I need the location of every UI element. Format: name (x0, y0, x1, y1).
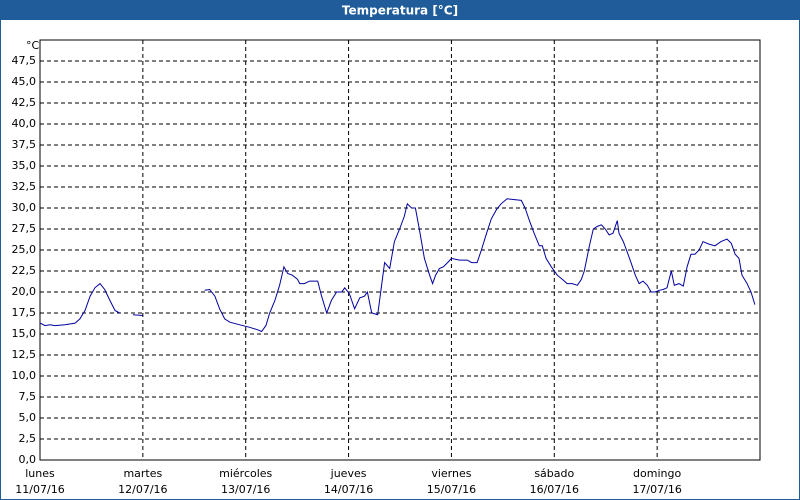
x-tick-label: domingo (633, 467, 681, 480)
x-tick-date: 14/07/16 (324, 483, 373, 496)
y-unit: °C (26, 39, 40, 52)
x-tick-label: miércoles (219, 467, 272, 480)
y-tick-label: 37,5 (12, 138, 37, 151)
chart-title: Temperatura [°C] (342, 4, 458, 18)
y-tick-label: 27,5 (12, 222, 37, 235)
y-tick-label: 22,5 (12, 264, 37, 277)
y-tick-label: 40,0 (12, 117, 37, 130)
y-tick-label: 30,0 (12, 201, 37, 214)
temperature-line (39, 198, 756, 333)
y-tick-label: 17,5 (12, 306, 37, 319)
title-bar (0, 0, 800, 20)
x-tick-label: lunes (25, 467, 55, 480)
x-tick-label: jueves (330, 467, 367, 480)
x-tick-label: sábado (534, 467, 574, 480)
y-tick-label: 20,0 (12, 285, 37, 298)
x-tick-date: 17/07/16 (632, 483, 681, 496)
y-tick-label: 15,0 (12, 327, 37, 340)
y-tick-label: 2,5 (19, 432, 37, 445)
x-tick-date: 15/07/16 (427, 483, 476, 496)
y-tick-label: 7,5 (19, 390, 37, 403)
x-tick-date: 16/07/16 (530, 483, 579, 496)
y-tick-label: 0,0 (19, 453, 37, 466)
y-tick-label: 45,0 (12, 75, 37, 88)
y-tick-label: 42,5 (12, 96, 37, 109)
x-tick-date: 11/07/16 (15, 483, 64, 496)
y-tick-label: 32,5 (12, 180, 37, 193)
y-tick-label: 25,0 (12, 243, 37, 256)
y-tick-label: 35,0 (12, 159, 37, 172)
plot-frame (39, 39, 761, 461)
x-tick-date: 12/07/16 (118, 483, 167, 496)
x-tick-label: viernes (431, 467, 471, 480)
y-tick-label: 12,5 (12, 348, 37, 361)
x-tick-date: 13/07/16 (221, 483, 270, 496)
y-tick-label: 5,0 (19, 411, 37, 424)
y-tick-label: 47,5 (12, 54, 37, 67)
x-tick-label: martes (123, 467, 162, 480)
y-tick-label: 10,0 (12, 369, 37, 382)
